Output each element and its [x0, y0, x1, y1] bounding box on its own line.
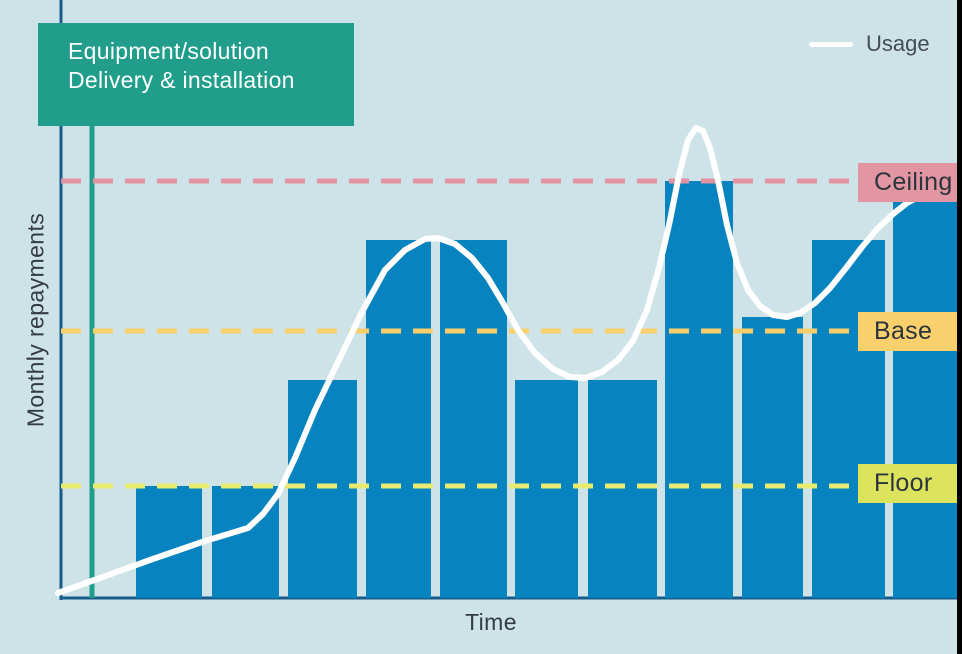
floor-label-badge: Floor — [858, 464, 958, 503]
repayment-bar-5 — [440, 240, 507, 598]
legend-usage-label: Usage — [866, 31, 930, 56]
legend: Usage — [809, 31, 930, 57]
repayment-bar-7 — [588, 380, 657, 598]
floor-label-text: Floor — [874, 469, 933, 497]
usage-line-swatch-icon — [809, 41, 853, 47]
base-label-text: Base — [874, 317, 933, 345]
y-axis-title: Monthly repayments — [22, 212, 49, 428]
ceiling-label-badge: Ceiling — [858, 163, 958, 202]
usage-curve — [55, 125, 961, 596]
repayment-bar-1 — [136, 486, 202, 598]
repayment-bar-6 — [515, 380, 578, 598]
x-axis-title: Time — [465, 609, 517, 635]
repayment-bar-11 — [893, 202, 957, 598]
repayment-bar-8 — [665, 181, 733, 598]
repayment-bar-3 — [288, 380, 357, 598]
repayment-bar-4 — [366, 240, 431, 598]
delivery-annotation-box: Equipment/solution Delivery & installati… — [38, 23, 354, 126]
repayment-bar-9 — [742, 317, 803, 598]
repayment-bar-10 — [812, 240, 885, 598]
delivery-annotation-line2: Delivery & installation — [68, 67, 295, 93]
delivery-annotation-line1: Equipment/solution — [68, 38, 270, 64]
base-label-badge: Base — [858, 312, 958, 351]
ceiling-label-text: Ceiling — [874, 168, 953, 196]
screen-edge-strip — [957, 0, 962, 654]
